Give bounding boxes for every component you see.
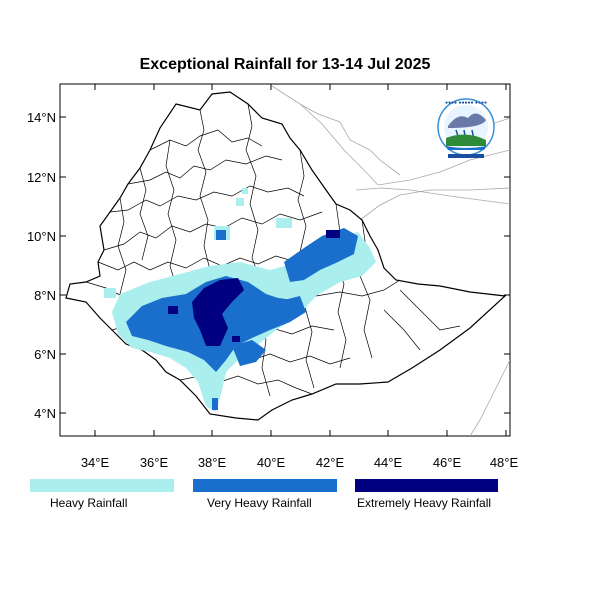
x-tick-label: 44°E	[374, 455, 403, 470]
x-tick-label: 48°E	[490, 455, 519, 470]
x-tick-label: 40°E	[257, 455, 286, 470]
x-tick-label: 42°E	[316, 455, 345, 470]
legend-swatch-extremely-heavy	[355, 479, 498, 492]
map-title: Exceptional Rainfall for 13-14 Jul 2025	[139, 56, 431, 73]
neighbour-borders	[271, 85, 510, 436]
x-tick-label: 38°E	[198, 455, 227, 470]
x-tick-label: 36°E	[140, 455, 169, 470]
legend-swatch-heavy	[30, 479, 174, 492]
y-tick-label: 12°N	[27, 170, 56, 185]
y-tick-label: 14°N	[27, 110, 56, 125]
y-axis	[60, 116, 510, 414]
y-tick-label: 6°N	[34, 347, 56, 362]
svg-text:●●●● ●●●●● ●●●●: ●●●● ●●●●● ●●●●	[445, 100, 487, 106]
legend-label-very-heavy: Very Heavy Rainfall	[207, 496, 312, 510]
x-axis	[94, 84, 507, 436]
y-tick-label: 10°N	[27, 229, 56, 244]
y-tick-label: 8°N	[34, 288, 56, 303]
meteorology-institute-logo: ●●●● ●●●●● ●●●●	[437, 98, 495, 158]
x-tick-label: 34°E	[81, 455, 110, 470]
x-tick-label: 46°E	[433, 455, 462, 470]
legend-label-extremely-heavy: Extremely Heavy Rainfall	[357, 496, 492, 510]
extremely-heavy-rainfall-area	[168, 230, 340, 346]
legend-swatch-very-heavy	[193, 479, 337, 492]
legend-label-heavy: Heavy Rainfall	[50, 496, 128, 510]
y-tick-label: 4°N	[34, 406, 56, 421]
